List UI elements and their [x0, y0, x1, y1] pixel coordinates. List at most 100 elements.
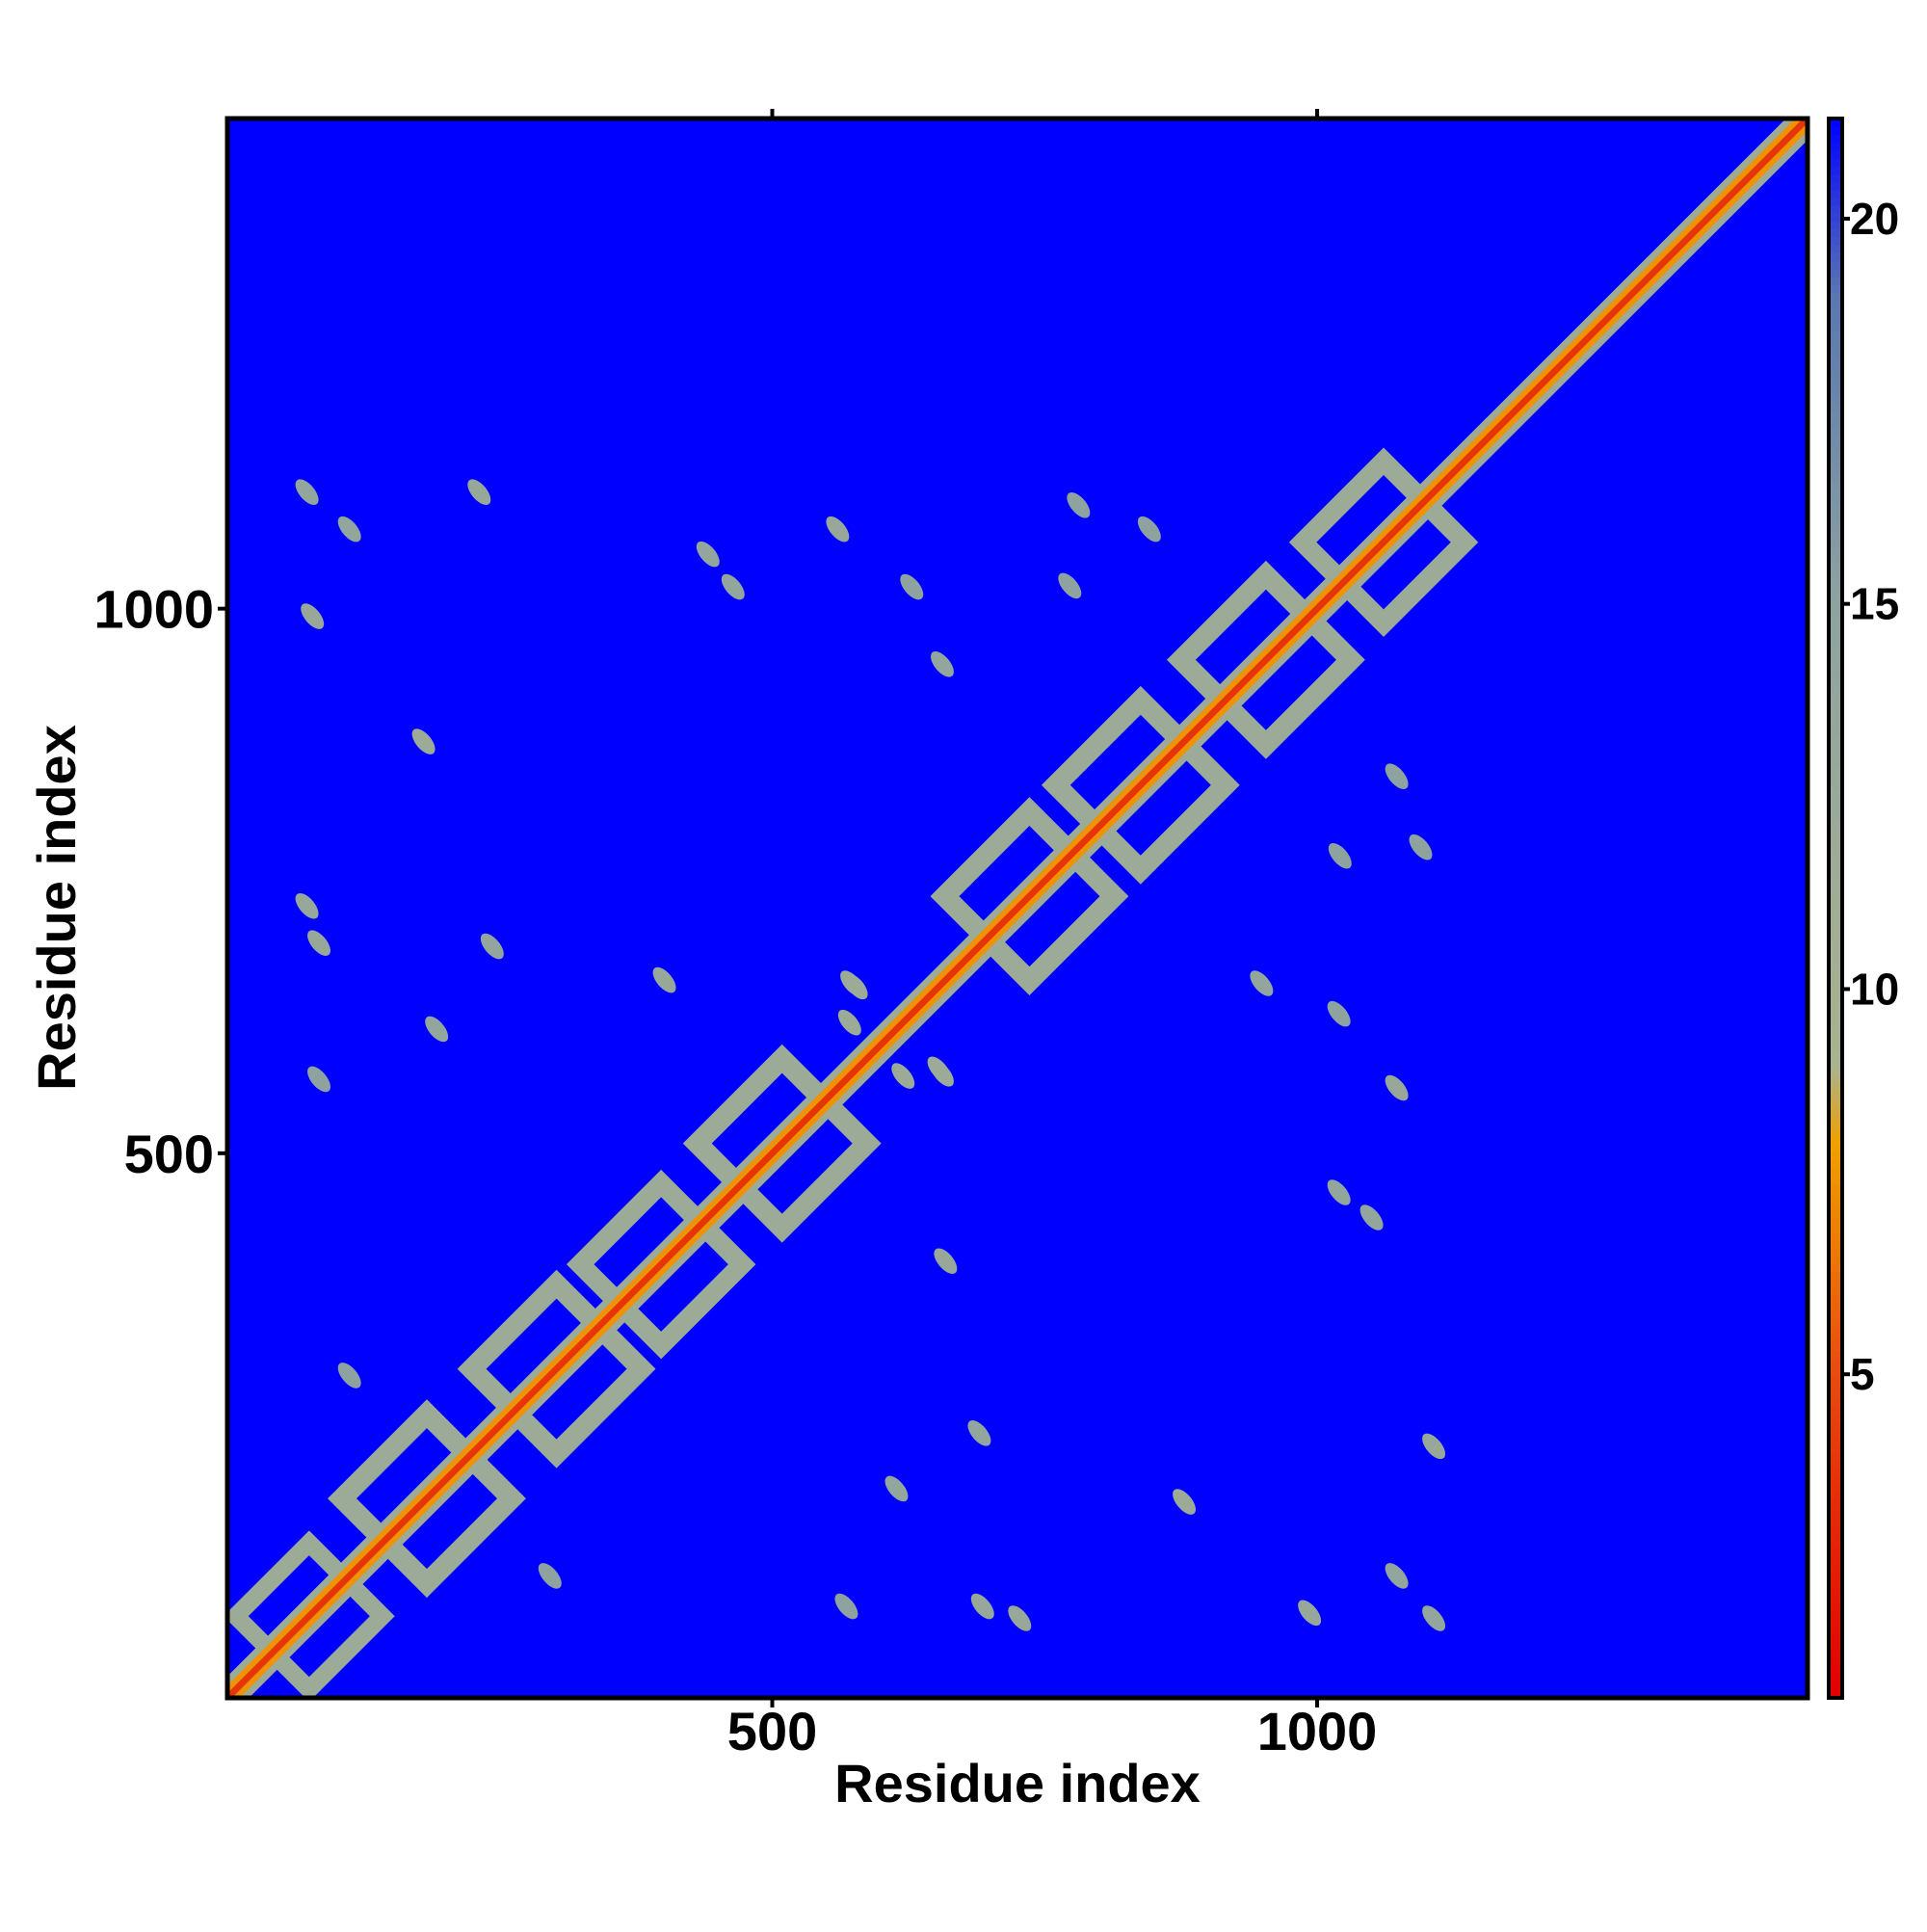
- colorbar-segment: [1829, 702, 1842, 712]
- contact-spot: [301, 603, 325, 629]
- colorbar-segment: [1829, 1342, 1842, 1352]
- colorbar-segment: [1829, 1042, 1842, 1051]
- colorbar-segment: [1829, 678, 1842, 688]
- contact-spot: [1058, 572, 1082, 599]
- colorbar-segment: [1829, 1050, 1842, 1059]
- colorbar-segment: [1829, 544, 1842, 554]
- contact-spot: [1327, 1000, 1351, 1027]
- colorbar-segment: [1829, 529, 1842, 538]
- colorbar-segment: [1829, 497, 1842, 507]
- colorbar-segment: [1829, 1011, 1842, 1019]
- colorbar-segment: [1829, 1310, 1842, 1320]
- colorbar-segment: [1829, 797, 1842, 807]
- colorbar-segment: [1829, 1026, 1842, 1036]
- colorbar-segment: [1829, 742, 1842, 752]
- colorbar-segment: [1829, 181, 1842, 191]
- colorbar-segment: [1829, 655, 1842, 665]
- colorbar-segment: [1829, 1256, 1842, 1264]
- colorbar-segment: [1829, 631, 1842, 641]
- contact-spot: [1137, 516, 1161, 543]
- colorbar-segment: [1829, 418, 1842, 428]
- colorbar-segment: [1829, 734, 1842, 744]
- colorbar-segment: [1829, 1452, 1842, 1462]
- contact-spot: [337, 1363, 361, 1389]
- contact-spot: [1067, 491, 1091, 518]
- colorbar-segment: [1829, 228, 1842, 238]
- contact-spot: [1359, 1204, 1384, 1231]
- plot-frame: [224, 116, 1810, 1701]
- colorbar-segment: [1829, 1555, 1842, 1565]
- colorbar-segment: [1829, 932, 1842, 940]
- colorbar-segment: [1829, 1437, 1842, 1446]
- contact-spot: [1385, 763, 1409, 790]
- contact-spot: [1422, 1433, 1446, 1460]
- colorbar-segment: [1829, 1658, 1842, 1667]
- contact-spot: [1173, 1489, 1197, 1515]
- colorbar-segment: [1829, 1421, 1842, 1430]
- colorbar-segment: [1829, 189, 1842, 198]
- colorbar-segment: [1829, 410, 1842, 420]
- colorbar-segment: [1829, 394, 1842, 404]
- colorbar-segment: [1829, 284, 1842, 293]
- colorbar-tick-label: 15: [1850, 579, 1899, 629]
- colorbar-segment: [1829, 757, 1842, 767]
- colorbar-segment: [1829, 955, 1842, 965]
- colorbar-segment: [1829, 1192, 1842, 1202]
- colorbar-segment: [1829, 173, 1842, 183]
- colorbar-segment: [1829, 315, 1842, 325]
- colorbar-segment: [1829, 1500, 1842, 1509]
- colorbar-segment: [1829, 1145, 1842, 1154]
- colorbar-segment: [1829, 1350, 1842, 1360]
- colorbar-segment: [1829, 1389, 1842, 1399]
- colorbar-segment: [1829, 994, 1842, 1004]
- colorbar-segment: [1829, 1358, 1842, 1367]
- contact-spot: [721, 573, 745, 600]
- colorbar-segment: [1829, 663, 1842, 673]
- colorbar-segment: [1829, 292, 1842, 302]
- colorbar-tick-label: 20: [1850, 194, 1899, 244]
- colorbar-segment: [1829, 268, 1842, 278]
- colorbar-segment: [1829, 569, 1842, 577]
- colorbar-segment: [1829, 1627, 1842, 1636]
- colorbar-segment: [1829, 1239, 1842, 1249]
- colorbar-segment: [1829, 1634, 1842, 1644]
- colorbar-segment: [1829, 513, 1842, 522]
- colorbar-segment: [1829, 987, 1842, 996]
- contact-spot: [900, 573, 924, 600]
- colorbar-segment: [1829, 915, 1842, 925]
- colorbar-segment: [1829, 1619, 1842, 1628]
- colorbar-segment: [1829, 537, 1842, 546]
- colorbar-segment: [1829, 1666, 1842, 1676]
- colorbar-segment: [1829, 829, 1842, 838]
- colorbar-segment: [1829, 1335, 1842, 1343]
- contact-spot: [826, 516, 850, 543]
- colorbar-segment: [1829, 876, 1842, 886]
- plot-area: [227, 119, 1808, 1698]
- colorbar-segment: [1829, 1089, 1842, 1098]
- contact-spot: [307, 930, 330, 956]
- colorbar-segment: [1829, 371, 1842, 381]
- colorbar-segment: [1829, 119, 1842, 127]
- y-tick-label: 500: [124, 1124, 214, 1184]
- colorbar-segment: [1829, 718, 1842, 728]
- colorbar-segment: [1829, 1492, 1842, 1501]
- colorbar-segment: [1829, 836, 1842, 846]
- colorbar-segment: [1829, 1681, 1842, 1691]
- colorbar-segment: [1829, 1121, 1842, 1130]
- colorbar-segment: [1829, 584, 1842, 594]
- colorbar-segment: [1829, 710, 1842, 720]
- x-axis-label: Residue index: [834, 1753, 1201, 1813]
- contact-spot: [538, 1563, 562, 1589]
- colorbar-segment: [1829, 347, 1842, 357]
- colorbar-segment: [1829, 245, 1842, 253]
- colorbar-segment: [1829, 363, 1842, 372]
- colorbar-segment: [1829, 1610, 1842, 1620]
- colorbar-segment: [1829, 813, 1842, 822]
- colorbar-segment: [1829, 458, 1842, 467]
- contact-spot: [930, 1061, 954, 1087]
- colorbar-segment: [1829, 426, 1842, 436]
- colorbar-segment: [1829, 434, 1842, 443]
- colorbar-segment: [1829, 1152, 1842, 1162]
- colorbar-segment: [1829, 276, 1842, 285]
- contact-spot: [652, 966, 676, 993]
